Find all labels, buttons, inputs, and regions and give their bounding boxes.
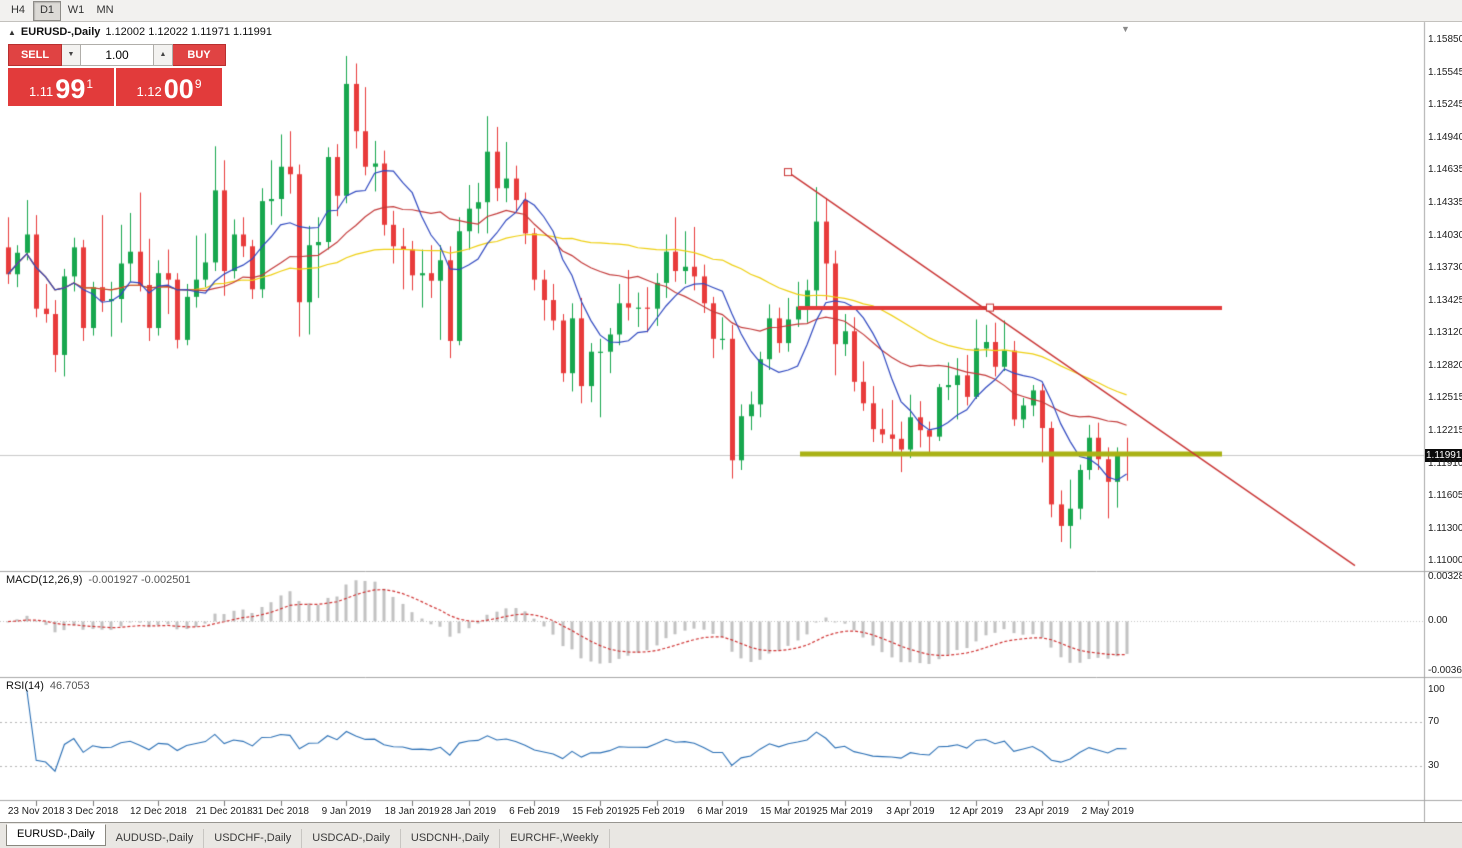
macd-axis-label: 0.00: [1428, 615, 1448, 627]
price-axis-label: 1.14335: [1428, 196, 1462, 208]
trade-controls-row: SELL ▼ ▲ BUY: [8, 44, 226, 66]
price-axis-label: 1.11000: [1428, 555, 1462, 567]
price-axis-label: 1.13730: [1428, 261, 1462, 273]
date-label: 15 Mar 2019: [760, 806, 817, 817]
chart-tab-bar: EURUSD-,Daily AUDUSD-,Daily USDCHF-,Daily U…: [0, 822, 1462, 848]
volume-increase-button[interactable]: ▲: [154, 44, 173, 66]
volume-input[interactable]: [81, 44, 154, 66]
tab-usdchf-daily[interactable]: USDCHF-,Daily: [204, 829, 303, 848]
macd-axis-label: 0.003287: [1428, 571, 1462, 582]
price-axis-label: 1.13120: [1428, 327, 1462, 339]
date-label: 31 Dec 2018: [252, 806, 309, 817]
price-axis-label: 1.12820: [1428, 359, 1462, 371]
bid-pipette: 1: [86, 77, 94, 91]
timeframe-button-d1[interactable]: D1: [33, 0, 61, 21]
timeframe-group: H4 D1 W1 MN: [4, 0, 120, 21]
tab-usdcnh-daily[interactable]: USDCNH-,Daily: [401, 829, 501, 848]
price-axis-label: 1.15850: [1428, 33, 1462, 45]
price-axis-label: 1.11300: [1428, 523, 1462, 535]
current-price-badge: 1.11991: [1425, 449, 1462, 462]
rsi-axis-label: 30: [1428, 759, 1440, 771]
date-label: 3 Apr 2019: [886, 806, 935, 817]
chart-title-row: ▲ EURUSD-,Daily 1.12002 1.12022 1.11971 …: [8, 26, 272, 38]
date-label: 23 Nov 2018: [7, 806, 65, 817]
date-label: 15 Feb 2019: [572, 806, 629, 817]
rsi-axis-label: 100: [1428, 684, 1445, 695]
bid-price-button[interactable]: 1.11 99 1: [8, 68, 114, 106]
date-label: 2 May 2019: [1081, 806, 1134, 817]
price-axis-label: 1.14940: [1428, 131, 1462, 143]
date-label: 6 Feb 2019: [509, 806, 560, 817]
chart-shift-marker[interactable]: ▼: [1121, 24, 1130, 34]
chart-symbol-title: EURUSD-,Daily: [20, 26, 101, 38]
tab-eurusd-daily[interactable]: EURUSD-,Daily: [6, 824, 106, 846]
timeframe-button-w1[interactable]: W1: [67, 3, 85, 16]
macd-label-row: MACD(12,26,9) -0.001927 -0.002501: [6, 574, 191, 586]
macd-label: MACD(12,26,9): [6, 574, 83, 586]
date-label: 9 Jan 2019: [321, 806, 372, 817]
price-axis-label: 1.12215: [1428, 424, 1462, 436]
chart-tabs: EURUSD-,Daily AUDUSD-,Daily USDCHF-,Daily U…: [6, 824, 610, 848]
bid-big-figure: 1.11: [28, 84, 54, 99]
volume-decrease-button[interactable]: ▼: [62, 44, 81, 66]
date-label: 12 Apr 2019: [949, 806, 1004, 817]
price-axis-label: 1.15245: [1428, 98, 1462, 110]
date-label: 23 Apr 2019: [1015, 806, 1069, 817]
rsi-label-row: RSI(14) 46.7053: [6, 680, 90, 692]
macd-values: -0.001927 -0.002501: [88, 574, 191, 586]
ask-pips: 00: [163, 74, 194, 104]
ask-price-button[interactable]: 1.12 00 9: [116, 68, 222, 106]
date-label: 12 Dec 2018: [130, 806, 187, 817]
macd-axis-label: -0.003659: [1428, 665, 1462, 676]
price-axis-label: 1.11605: [1428, 490, 1462, 502]
tab-usdcad-daily[interactable]: USDCAD-,Daily: [302, 829, 401, 848]
tab-audusd-daily[interactable]: AUDUSD-,Daily: [106, 829, 205, 848]
sell-button[interactable]: SELL: [8, 44, 62, 66]
bid-pips: 99: [55, 74, 86, 104]
price-axis-label: 1.12515: [1428, 392, 1462, 404]
buy-button[interactable]: BUY: [173, 44, 226, 66]
date-label: 21 Dec 2018: [195, 806, 253, 817]
price-axis-label: 1.14635: [1428, 164, 1462, 176]
price-axis-label: 1.14030: [1428, 229, 1462, 241]
bid-ask-row: 1.11 99 1 1.12 00 9: [8, 68, 226, 106]
price-axis-label: 1.15545: [1428, 66, 1462, 78]
rsi-label: RSI(14): [6, 680, 44, 692]
date-label: 25 Feb 2019: [628, 806, 685, 817]
collapse-panel-icon[interactable]: ▲: [8, 27, 16, 37]
date-label: 25 Mar 2019: [816, 806, 873, 817]
date-label: 28 Jan 2019: [441, 806, 497, 817]
price-axis-label: 1.11910: [1428, 457, 1462, 469]
date-label: 18 Jan 2019: [384, 806, 440, 817]
rsi-value: 46.7053: [49, 680, 90, 692]
tab-eurchf-weekly[interactable]: EURCHF-,Weekly: [500, 829, 610, 848]
rsi-axis-label: 70: [1428, 716, 1440, 728]
timeframe-toolbar: H4 D1 W1 MN: [0, 0, 1462, 22]
chart-ohlc-values: 1.12002 1.12022 1.11971 1.11991: [105, 26, 272, 38]
date-label: 3 Dec 2018: [67, 806, 119, 817]
timeframe-button-mn[interactable]: MN: [96, 3, 114, 16]
ask-pipette: 9: [194, 77, 202, 91]
ask-big-figure: 1.12: [136, 84, 162, 99]
date-label: 6 Mar 2019: [697, 806, 748, 817]
timeframe-button-h4[interactable]: H4: [10, 3, 26, 16]
price-axis-label: 1.13425: [1428, 294, 1462, 306]
